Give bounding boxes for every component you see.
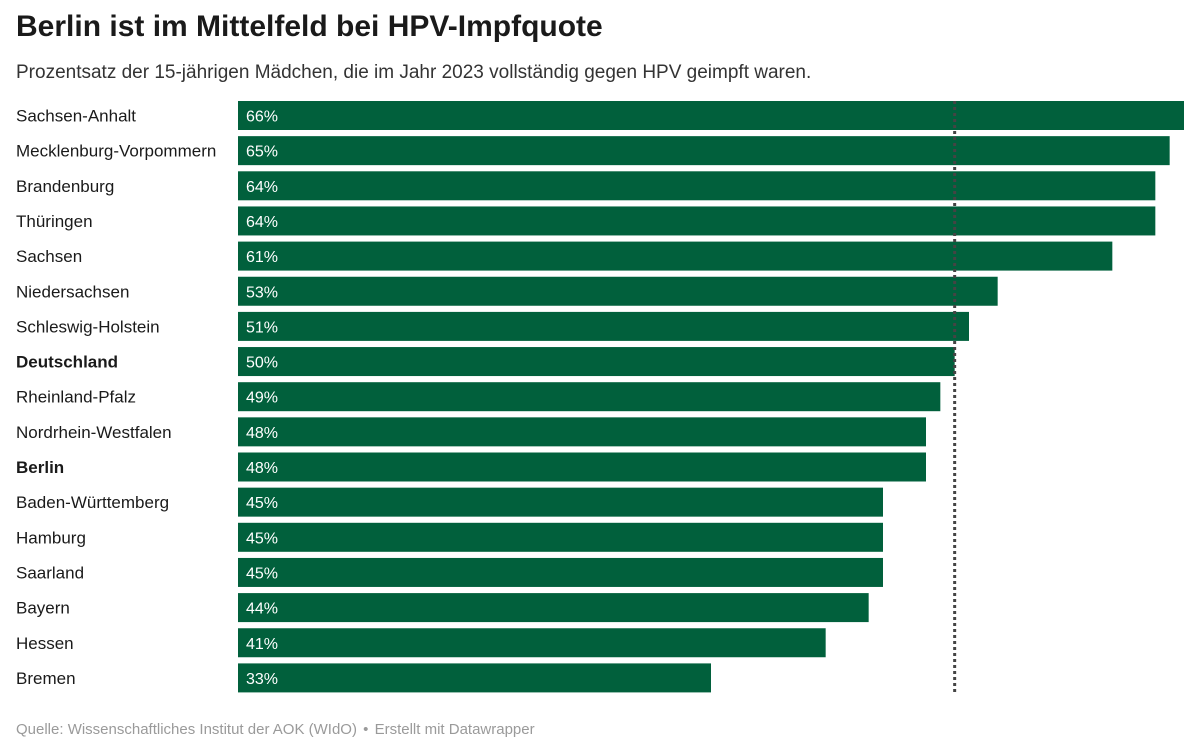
value-label-hamburg: 45% [246, 530, 278, 547]
value-label-hessen: 41% [246, 636, 278, 653]
value-label-bremen: 33% [246, 671, 278, 688]
value-label-schleswig-holstein: 51% [246, 319, 278, 336]
chart-subtitle: Prozentsatz der 15-jährigen Mädchen, die… [16, 62, 812, 83]
bar-sachsen-anhalt [238, 101, 1184, 130]
category-label-brandenburg: Brandenburg [16, 177, 114, 196]
category-label-saarland: Saarland [16, 563, 84, 582]
value-label-deutschland: 50% [246, 355, 278, 372]
bar-rheinland-pfalz [238, 382, 941, 412]
bar-deutschland [238, 347, 955, 377]
category-label-schleswig-holstein: Schleswig-Holstein [16, 317, 160, 336]
value-label-mecklenburg-vorpommern: 65% [246, 144, 278, 161]
bar-hessen [238, 628, 826, 658]
category-label-sachsen: Sachsen [16, 247, 82, 266]
source-separator: • [363, 721, 369, 738]
category-label-niedersachsen: Niedersachsen [16, 282, 129, 301]
bar-sachsen [238, 241, 1113, 271]
category-label-mecklenburg-vorpommern: Mecklenburg-Vorpommern [16, 142, 216, 161]
bar-thueringen [238, 206, 1156, 236]
source-text: Quelle: Wissenschaftliches Institut der … [16, 721, 357, 738]
value-label-brandenburg: 64% [246, 179, 278, 196]
value-label-rheinland-pfalz: 49% [246, 390, 278, 407]
category-label-thueringen: Thüringen [16, 212, 93, 231]
bar-schleswig-holstein [238, 311, 969, 341]
category-label-nordrhein-westfalen: Nordrhein-Westfalen [16, 423, 172, 442]
chart-title: Berlin ist im Mittelfeld bei HPV-Impfquo… [16, 10, 603, 43]
value-label-saarland: 45% [246, 565, 278, 582]
bar-brandenburg [238, 171, 1156, 201]
category-label-berlin: Berlin [16, 458, 64, 477]
value-label-sachsen: 61% [246, 249, 278, 266]
value-label-thueringen: 64% [246, 214, 278, 231]
category-label-bayern: Bayern [16, 599, 70, 618]
category-label-bremen: Bremen [16, 669, 76, 688]
value-label-sachsen-anhalt: 66% [246, 109, 278, 126]
value-label-baden-wuerttemberg: 45% [246, 495, 278, 512]
bar-bayern [238, 593, 869, 623]
value-label-berlin: 48% [246, 460, 278, 477]
source-note: Quelle: Wissenschaftliches Institut der … [16, 721, 535, 738]
category-label-rheinland-pfalz: Rheinland-Pfalz [16, 388, 136, 407]
bar-berlin [238, 452, 926, 482]
category-label-baden-wuerttemberg: Baden-Württemberg [16, 493, 169, 512]
bar-hamburg [238, 522, 883, 552]
value-label-niedersachsen: 53% [246, 284, 278, 301]
category-label-hessen: Hessen [16, 634, 74, 653]
value-label-bayern: 44% [246, 601, 278, 618]
category-label-hamburg: Hamburg [16, 528, 86, 547]
bar-nordrhein-westfalen [238, 417, 926, 447]
category-label-sachsen-anhalt: Sachsen-Anhalt [16, 107, 136, 126]
credit-text: Erstellt mit Datawrapper [374, 721, 535, 738]
bar-bremen [238, 663, 711, 693]
bar-mecklenburg-vorpommern [238, 136, 1170, 166]
bar-baden-wuerttemberg [238, 487, 883, 517]
bar-niedersachsen [238, 276, 998, 306]
value-label-nordrhein-westfalen: 48% [246, 425, 278, 442]
bar-saarland [238, 557, 883, 587]
category-label-deutschland: Deutschland [16, 353, 118, 372]
